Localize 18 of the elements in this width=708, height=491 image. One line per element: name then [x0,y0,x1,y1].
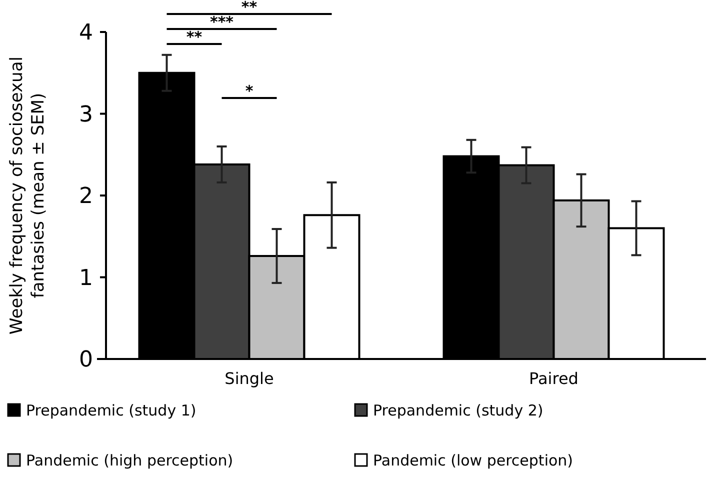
legend-label: Pandemic (high perception) [26,451,234,470]
legend-label: Prepandemic (study 2) [373,401,544,420]
x-tick-label: Single [224,369,274,388]
y-tick-label: 1 [79,266,93,291]
annotation: * [245,82,254,100]
x-tick-label: Paired [529,369,578,388]
significance-bracket: * [222,82,277,100]
annotation: ** [186,28,202,46]
legend-label: Prepandemic (study 1) [26,401,196,420]
significance-bracket: ** [166,0,332,16]
significance-bracket: *** [166,13,277,31]
significance-bracket: ** [166,28,222,46]
y-axis-title: Weekly frequency of sociosexual fantasies (mean ± SEM) [7,56,48,334]
legend-label: Pandemic (low perception) [373,451,574,470]
y-tick-label: 3 [79,102,93,128]
y-tick-label: 2 [79,184,93,210]
y-tick-label: 4 [79,20,93,46]
y-tick-label: 0 [79,348,93,373]
